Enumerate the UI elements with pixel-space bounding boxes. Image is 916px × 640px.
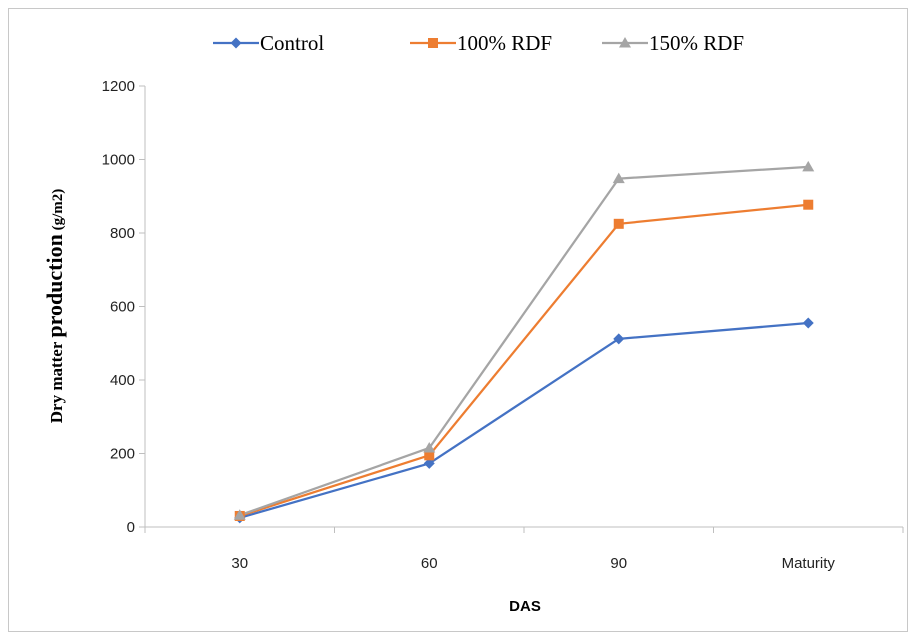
data-point-2-0 (233, 509, 246, 520)
y-tick-label: 400 (110, 372, 135, 389)
legend-label-2: 150% RDF (649, 31, 744, 55)
chart-border (8, 8, 908, 632)
series-line-1 (239, 203, 809, 518)
data-point-0-1 (423, 457, 435, 469)
x-tick-label: 90 (610, 555, 627, 572)
data-point-0-3 (802, 317, 814, 329)
series-lines (239, 165, 809, 519)
data-point-2-1 (423, 441, 436, 453)
data-point-2-3 (802, 160, 815, 172)
legend-swatch-marker-1 (428, 38, 438, 48)
y-axis-title-main: Dry matter (47, 338, 66, 424)
x-tick-label: 30 (231, 555, 248, 572)
legend-swatch-marker-0 (230, 37, 242, 49)
data-point-0-2 (613, 333, 625, 345)
legend-item-1: 100% RDF (410, 31, 552, 55)
data-point-2-2 (612, 172, 625, 184)
y-tick-label: 600 (110, 299, 135, 316)
legend-item-2: 150% RDF (602, 31, 744, 55)
x-tick-label: Maturity (782, 555, 836, 572)
legend-label-1: 100% RDF (457, 31, 552, 55)
y-axis-title-emphasis: production (42, 234, 67, 338)
legend-item-0: Control (213, 31, 324, 55)
data-point-1-3 (803, 199, 814, 210)
y-tick-label: 200 (110, 446, 135, 463)
data-point-1-2 (613, 218, 624, 229)
x-axis-title: DAS (509, 598, 541, 615)
data-point-1-1 (424, 450, 435, 461)
y-tick-label: 0 (127, 519, 135, 536)
legend: Control 100% RDF 150% RDF (213, 31, 744, 55)
y-axis-title-unit: (g/m2) (50, 189, 66, 234)
legend-label-0: Control (260, 31, 324, 55)
y-tick-label: 800 (110, 225, 135, 242)
series-line-0 (239, 321, 809, 519)
y-tick-label: 1200 (102, 78, 135, 95)
legend-swatch-marker-2 (619, 37, 631, 48)
axes: 0 200 400 600 800 1000 1200 30 60 90 Maturity (102, 78, 904, 572)
series-line-2 (239, 165, 809, 517)
y-axis-title: Dry matter production (g/m2) (42, 189, 67, 424)
y-tick-label: 1000 (102, 152, 135, 169)
x-tick-label: 60 (421, 555, 438, 572)
series-markers (233, 160, 815, 524)
